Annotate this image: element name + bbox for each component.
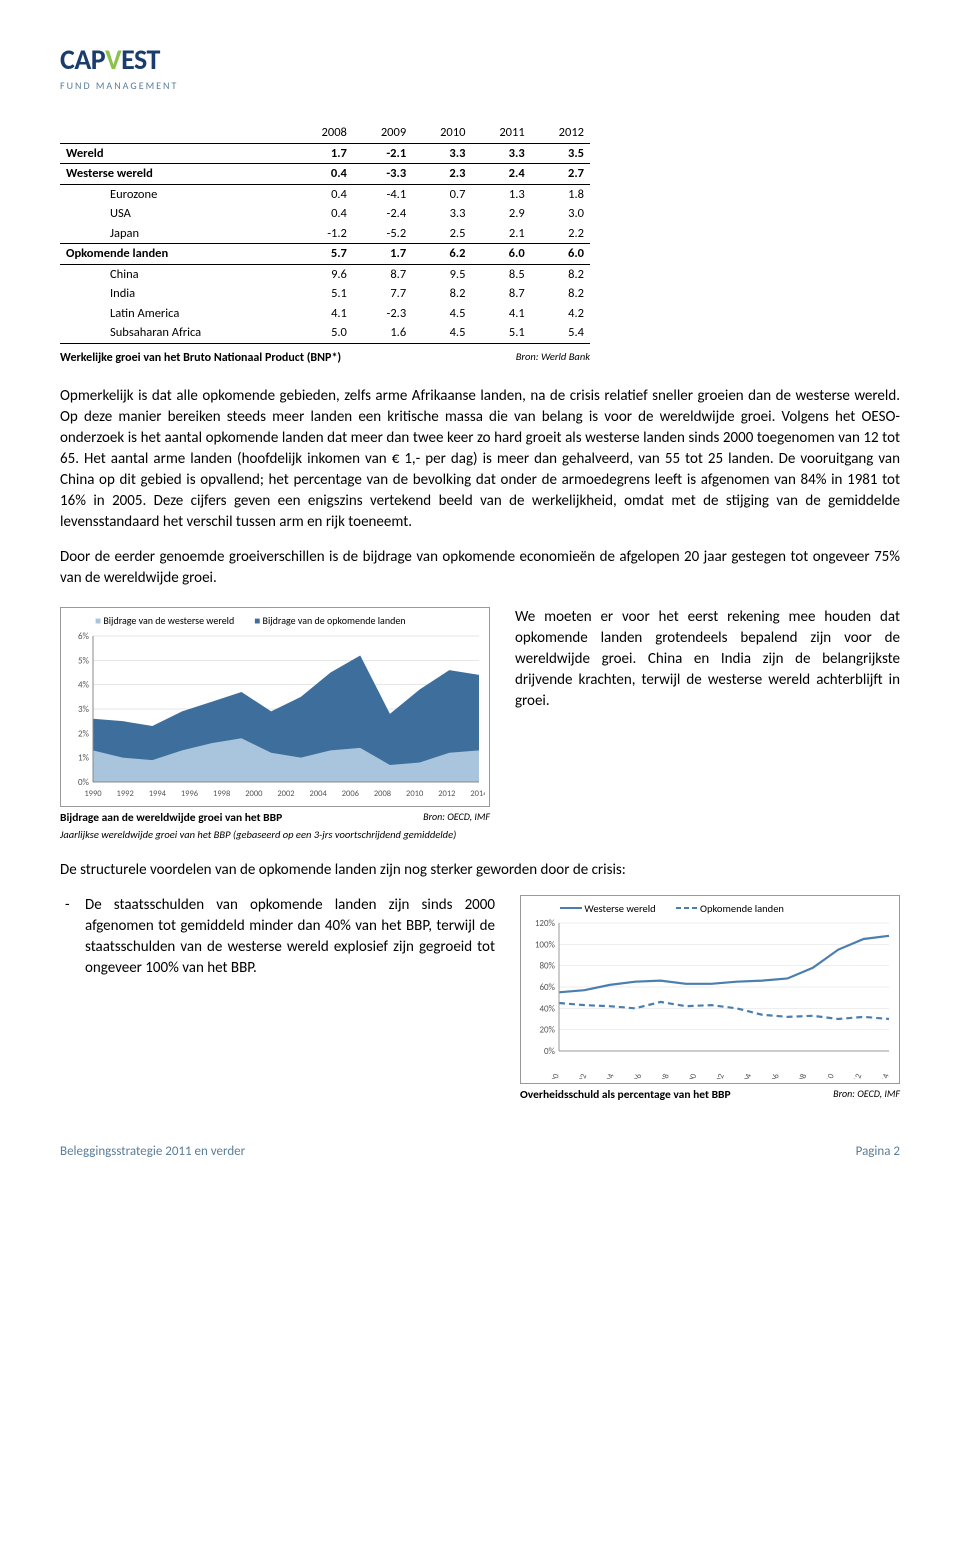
paragraph-3: De structurele voordelen van de opkomend…: [60, 860, 900, 881]
svg-text:40%: 40%: [539, 1003, 555, 1014]
table-row: USA0.4-2.43.32.93.0: [60, 204, 590, 224]
svg-text:1992: 1992: [574, 1073, 589, 1079]
table-row: Westerse wereld0.4-3.32.32.42.7: [60, 164, 590, 185]
svg-text:20%: 20%: [539, 1025, 555, 1036]
svg-text:60%: 60%: [539, 982, 555, 993]
svg-text:3%: 3%: [78, 704, 90, 715]
svg-text:2004: 2004: [739, 1072, 755, 1079]
page-footer: Beleggingsstrategie 2011 en verder Pagin…: [60, 1143, 900, 1161]
svg-text:1994: 1994: [149, 789, 167, 799]
svg-text:2002: 2002: [712, 1073, 727, 1079]
svg-text:1998: 1998: [657, 1073, 672, 1079]
svg-text:1%: 1%: [78, 753, 90, 764]
gdp-table-caption: Werkelijke groei van het Bruto Nationaal…: [60, 350, 341, 367]
logo: CAPVEST FUND MANAGEMENT: [60, 40, 900, 93]
line-chart: Westerse wereld Opkomende landen 0% 20% 40…: [520, 895, 900, 1084]
logo-est: EST: [121, 42, 160, 77]
svg-text:2006: 2006: [342, 789, 360, 799]
svg-text:2000: 2000: [245, 789, 263, 799]
paragraph-2: Door de eerder genoemde groeiverschillen…: [60, 547, 900, 589]
side-paragraph: We moeten er voor het eerst rekening mee…: [515, 607, 900, 712]
svg-text:1990: 1990: [84, 789, 102, 799]
svg-text:2010: 2010: [406, 789, 424, 799]
table-row: Wereld1.7-2.13.33.33.5: [60, 143, 590, 164]
svg-text:6%: 6%: [78, 632, 90, 642]
svg-text:2%: 2%: [78, 729, 90, 740]
svg-text:1996: 1996: [181, 789, 199, 799]
svg-text:1994: 1994: [602, 1072, 618, 1079]
table-row: Subsaharan Africa5.01.64.55.15.4: [60, 323, 590, 343]
logo-cap: CAP: [60, 42, 105, 77]
svg-text:0%: 0%: [78, 777, 90, 788]
area-chart-source: Bron: OECD, IMF: [423, 810, 490, 824]
svg-text:1996: 1996: [629, 1072, 645, 1079]
area-chart-sub: Jaarlijkse wereldwijde groei van het BBP…: [60, 828, 490, 843]
line-chart-legend: Westerse wereld Opkomende landen: [525, 902, 895, 917]
svg-text:2000: 2000: [684, 1072, 700, 1079]
gdp-table-source: Bron: Werld Bank: [516, 350, 590, 367]
area-chart-legend: Bijdrage van de westerse wereld Bijdrage…: [65, 614, 485, 628]
svg-text:1990: 1990: [547, 1072, 563, 1079]
svg-text:2014: 2014: [877, 1072, 893, 1079]
svg-text:80%: 80%: [539, 961, 555, 972]
table-row: Latin America4.1-2.34.54.14.2: [60, 304, 590, 324]
line-chart-source: Bron: OECD, IMF: [833, 1087, 900, 1101]
bullet-item-1: De staatsschulden van opkomende landen z…: [85, 895, 495, 979]
svg-text:2006: 2006: [767, 1072, 783, 1079]
svg-text:1998: 1998: [213, 789, 230, 799]
svg-text:4%: 4%: [78, 680, 90, 691]
svg-text:2008: 2008: [374, 789, 391, 799]
area-chart-svg: 0% 1% 2% 3% 4% 5% 6% 1990 1992 1994 1996 1998 2000 20…: [65, 632, 485, 802]
svg-text:2010: 2010: [822, 1072, 838, 1079]
svg-text:120%: 120%: [535, 919, 556, 929]
logo-subtitle: FUND MANAGEMENT: [60, 79, 900, 93]
paragraph-1: Opmerkelijk is dat alle opkomende gebied…: [60, 386, 900, 533]
table-row: Opkomende landen5.71.76.26.06.0: [60, 244, 590, 265]
svg-text:2012: 2012: [849, 1073, 864, 1079]
line-chart-title: Overheidsschuld als percentage van het B…: [520, 1088, 731, 1102]
svg-text:5%: 5%: [78, 656, 90, 667]
logo-v: V: [105, 42, 121, 77]
table-row: India5.17.78.28.78.2: [60, 284, 590, 304]
footer-right: Pagina 2: [856, 1143, 900, 1161]
svg-text:2014: 2014: [470, 789, 485, 799]
area-chart-title: Bijdrage aan de wereldwijde groei van he…: [60, 811, 282, 825]
svg-text:2012: 2012: [438, 789, 455, 799]
svg-text:0%: 0%: [544, 1046, 556, 1057]
table-row: Eurozone0.4-4.10.71.31.8: [60, 184, 590, 204]
table-row: China9.68.79.58.58.2: [60, 264, 590, 284]
gdp-table: 20082009201020112012 Wereld1.7-2.13.33.3…: [60, 123, 590, 344]
svg-text:100%: 100%: [535, 939, 556, 950]
svg-text:2002: 2002: [277, 789, 294, 799]
footer-left: Beleggingsstrategie 2011 en verder: [60, 1143, 245, 1161]
area-chart: Bijdrage van de westerse wereld Bijdrage…: [60, 607, 490, 807]
table-row: Japan-1.2-5.22.52.12.2: [60, 224, 590, 244]
svg-text:1992: 1992: [117, 789, 134, 799]
svg-text:2004: 2004: [310, 789, 328, 799]
svg-text:2008: 2008: [794, 1073, 809, 1079]
line-chart-svg: 0% 20% 40% 60% 80% 100% 120% 1990 1992 1994 1996 19…: [525, 919, 895, 1079]
